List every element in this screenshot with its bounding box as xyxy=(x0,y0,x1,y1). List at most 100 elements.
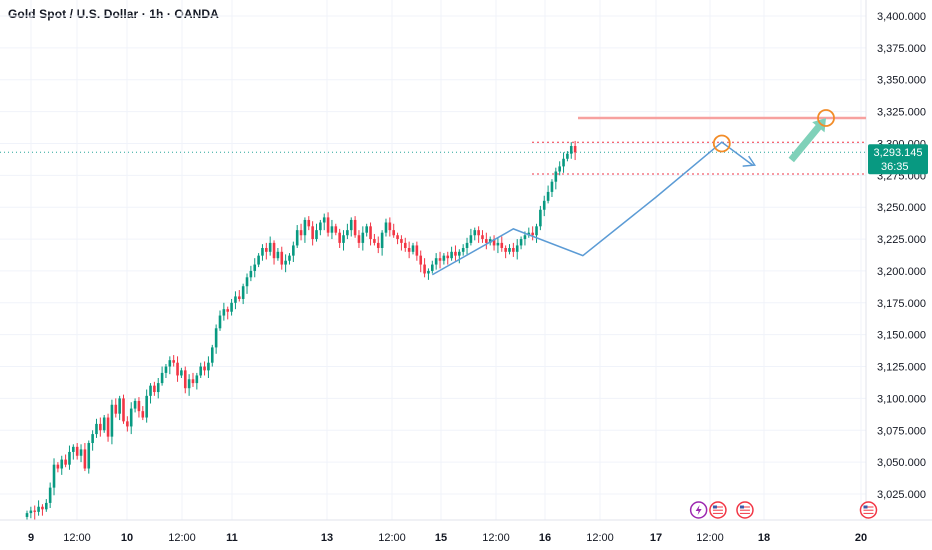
time-tick-label: 13 xyxy=(321,532,333,544)
zigzag-projection xyxy=(431,141,754,276)
candle xyxy=(388,217,392,237)
candle xyxy=(519,236,523,250)
candle xyxy=(265,242,268,260)
time-tick-label: 12:00 xyxy=(586,532,614,544)
candle xyxy=(56,462,60,473)
candle xyxy=(72,444,75,460)
candle xyxy=(442,253,446,265)
candle xyxy=(91,430,94,451)
candle xyxy=(562,152,565,173)
candle xyxy=(481,230,484,243)
candle xyxy=(303,217,307,243)
candle xyxy=(226,306,230,320)
candle xyxy=(477,226,480,243)
candle xyxy=(415,241,419,261)
candle xyxy=(245,273,249,294)
candle xyxy=(292,241,295,263)
candle xyxy=(214,324,218,354)
candle xyxy=(349,217,353,237)
candle xyxy=(299,223,303,241)
candle xyxy=(153,381,156,396)
candle xyxy=(546,185,550,204)
candle xyxy=(438,251,442,269)
candle xyxy=(137,397,141,418)
candle xyxy=(234,291,237,310)
candle xyxy=(307,216,311,231)
arrow-up-projection xyxy=(788,117,827,163)
pivot-circle xyxy=(817,109,835,127)
candle xyxy=(141,406,145,421)
candle xyxy=(218,310,222,331)
time-tick-label: 11 xyxy=(226,532,238,544)
candle xyxy=(199,362,202,379)
pivot-circle xyxy=(712,134,731,153)
price-tick-label: 3,325.000 xyxy=(877,107,926,119)
candle xyxy=(126,416,129,432)
candle xyxy=(230,298,233,316)
candle xyxy=(164,363,168,379)
candle xyxy=(311,221,314,246)
candle xyxy=(176,356,179,382)
us-flag-event-icon[interactable] xyxy=(709,501,727,519)
candle xyxy=(500,236,504,252)
candle xyxy=(569,142,573,159)
price-tick-label: 3,025.000 xyxy=(877,489,926,501)
candle xyxy=(485,232,488,250)
candle xyxy=(427,268,430,280)
time-tick-label: 9 xyxy=(28,532,34,544)
candle xyxy=(133,398,137,413)
candle xyxy=(191,372,195,387)
candle xyxy=(48,482,52,509)
candle xyxy=(411,242,415,255)
time-tick-label: 12:00 xyxy=(482,532,510,544)
candle xyxy=(284,254,287,273)
candle xyxy=(330,219,334,240)
pattern-drawings xyxy=(431,109,835,276)
candle xyxy=(573,140,577,161)
candle xyxy=(106,413,110,442)
time-tick-label: 17 xyxy=(650,532,662,544)
candle xyxy=(542,195,546,217)
candle xyxy=(319,219,322,236)
price-tick-label: 3,175.000 xyxy=(877,298,926,310)
candle xyxy=(527,227,531,238)
price-tick-label: 3,250.000 xyxy=(877,202,926,214)
candle xyxy=(550,179,554,198)
price-tick-label: 3,075.000 xyxy=(877,425,926,437)
price-tick-label: 3,125.000 xyxy=(877,362,926,374)
candle xyxy=(384,218,388,237)
candle xyxy=(33,505,37,520)
price-axis: 3,400.0003,375.0003,350.0003,325.0003,30… xyxy=(877,11,926,501)
lightning-event-icon[interactable] xyxy=(689,501,708,519)
candle xyxy=(79,444,83,463)
candle xyxy=(25,510,29,520)
candle xyxy=(473,227,477,241)
time-axis: 9 12:00 10 12:00 11 13 12:00 15 12:00 16 12:00 17 12… xyxy=(28,532,867,544)
candle xyxy=(280,246,284,270)
candle xyxy=(400,235,403,251)
candle xyxy=(535,223,538,243)
candle xyxy=(376,236,380,254)
candle xyxy=(249,265,253,282)
candles xyxy=(25,140,577,520)
time-tick-label: 12:00 xyxy=(63,532,91,544)
candle xyxy=(75,443,79,460)
candle xyxy=(361,226,365,251)
candle xyxy=(369,222,372,246)
candle xyxy=(353,216,357,238)
candle xyxy=(261,244,264,261)
candle xyxy=(554,167,558,190)
candle xyxy=(145,389,148,423)
us-flag-event-icon[interactable] xyxy=(736,501,754,519)
price-tick-label: 3,225.000 xyxy=(877,234,926,246)
candle xyxy=(403,237,407,252)
us-flag-event-icon[interactable] xyxy=(859,501,878,519)
time-tick-label: 18 xyxy=(758,532,770,544)
candle xyxy=(488,236,492,246)
candle xyxy=(504,245,507,259)
time-tick-label: 16 xyxy=(539,532,551,544)
candle xyxy=(156,378,160,399)
candle xyxy=(52,458,56,496)
time-tick-label: 12:00 xyxy=(168,532,196,544)
